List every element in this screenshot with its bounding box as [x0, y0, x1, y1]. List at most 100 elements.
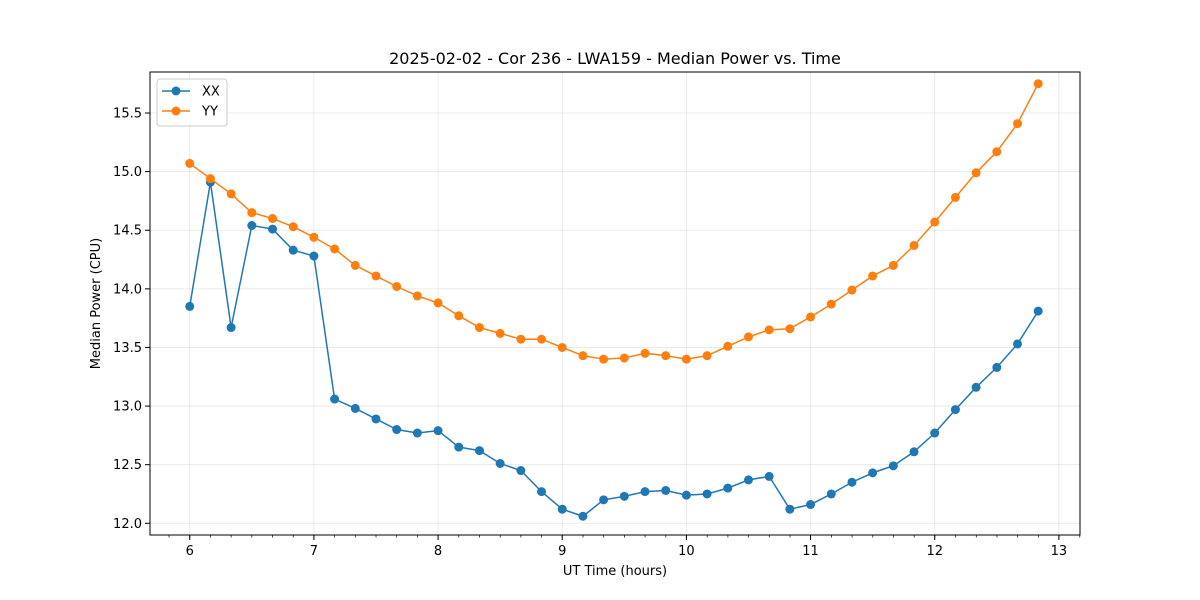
data-point-yy — [599, 354, 609, 364]
data-point-yy — [226, 189, 236, 199]
data-point-yy — [619, 353, 629, 363]
data-point-xx — [454, 442, 464, 452]
data-point-xx — [1033, 306, 1043, 316]
data-point-xx — [1013, 339, 1023, 349]
data-point-yy — [930, 217, 940, 227]
data-point-xx — [806, 500, 816, 510]
data-point-xx — [992, 362, 1002, 372]
data-point-xx — [826, 489, 836, 499]
y-tick-label: 12.5 — [113, 458, 142, 473]
x-tick-label: 9 — [558, 544, 566, 559]
data-point-yy — [309, 232, 319, 242]
legend-marker-yy — [171, 106, 181, 116]
y-tick-label: 15.0 — [113, 165, 142, 180]
y-axis-label: Median Power (CPU) — [89, 238, 104, 369]
data-point-xx — [868, 468, 878, 478]
data-point-xx — [495, 458, 505, 468]
data-point-xx — [661, 485, 671, 495]
data-point-yy — [723, 341, 733, 351]
data-point-yy — [247, 208, 257, 218]
data-point-xx — [764, 471, 774, 481]
data-point-xx — [847, 477, 857, 487]
y-tick-label: 14.0 — [113, 282, 142, 297]
data-point-xx — [723, 483, 733, 493]
legend-marker-xx — [171, 86, 181, 96]
data-point-xx — [371, 414, 381, 424]
data-point-xx — [350, 403, 360, 413]
data-point-yy — [557, 342, 567, 352]
data-point-xx — [516, 466, 526, 476]
data-point-xx — [619, 491, 629, 501]
data-point-xx — [599, 495, 609, 505]
data-point-xx — [185, 301, 195, 311]
data-point-xx — [474, 446, 484, 456]
data-point-yy — [888, 260, 898, 270]
y-tick-label: 14.5 — [113, 224, 142, 239]
legend: XX YY — [156, 78, 228, 127]
data-point-xx — [578, 511, 588, 521]
data-point-yy — [205, 174, 215, 184]
data-point-yy — [288, 222, 298, 232]
series-layer — [185, 79, 1043, 521]
x-tick-label: 6 — [186, 544, 194, 559]
data-point-yy — [702, 351, 712, 361]
data-point-yy — [537, 334, 547, 344]
data-point-yy — [785, 324, 795, 334]
x-tick-label: 13 — [1051, 544, 1068, 559]
y-tick-label: 12.0 — [113, 517, 142, 532]
data-point-xx — [288, 245, 298, 255]
x-tick-label: 11 — [802, 544, 819, 559]
y-tick-label: 13.5 — [113, 341, 142, 356]
x-tick-label: 7 — [310, 544, 318, 559]
data-point-yy — [392, 282, 402, 292]
data-point-yy — [495, 328, 505, 338]
data-point-xx — [702, 489, 712, 499]
legend-label-yy: YY — [201, 105, 218, 120]
data-point-yy — [764, 325, 774, 335]
data-point-yy — [185, 158, 195, 168]
data-point-yy — [971, 168, 981, 178]
data-point-yy — [826, 299, 836, 309]
data-point-xx — [433, 426, 443, 436]
data-point-xx — [557, 504, 567, 514]
data-point-xx — [330, 394, 340, 404]
data-point-yy — [847, 285, 857, 295]
data-point-yy — [806, 312, 816, 322]
data-point-yy — [578, 351, 588, 361]
data-point-yy — [350, 260, 360, 270]
data-point-yy — [661, 351, 671, 361]
data-point-xx — [392, 425, 402, 435]
data-point-xx — [309, 251, 319, 261]
grid-layer — [150, 72, 1080, 535]
data-point-yy — [330, 244, 340, 254]
data-point-xx — [226, 323, 236, 333]
data-point-xx — [268, 224, 278, 234]
data-point-xx — [909, 447, 919, 457]
x-tick-label: 8 — [434, 544, 442, 559]
data-point-yy — [1033, 79, 1043, 89]
data-point-xx — [640, 487, 650, 497]
data-point-yy — [516, 334, 526, 344]
data-point-yy — [268, 214, 278, 224]
data-point-yy — [1013, 119, 1023, 129]
data-point-xx — [412, 428, 422, 438]
data-point-yy — [992, 147, 1002, 157]
data-point-yy — [433, 298, 443, 308]
data-point-yy — [743, 332, 753, 342]
x-tick-label: 10 — [678, 544, 695, 559]
y-tick-label: 13.0 — [113, 400, 142, 415]
data-point-xx — [681, 490, 691, 500]
plot-frame — [149, 71, 1081, 536]
chart-title: 2025-02-02 - Cor 236 - LWA159 - Median P… — [389, 49, 841, 68]
x-axis-label: UT Time (hours) — [563, 564, 667, 579]
data-point-yy — [909, 240, 919, 250]
data-point-xx — [950, 405, 960, 415]
data-point-xx — [785, 504, 795, 514]
tick-layer: 6 7 8 9 10 11 12 13 12.0 12.5 13.0 13.5 14.0 14.5 15.0… — [113, 107, 1081, 559]
data-point-yy — [371, 271, 381, 281]
data-point-yy — [640, 348, 650, 358]
data-point-xx — [888, 461, 898, 471]
data-point-yy — [474, 323, 484, 333]
data-point-yy — [950, 192, 960, 202]
